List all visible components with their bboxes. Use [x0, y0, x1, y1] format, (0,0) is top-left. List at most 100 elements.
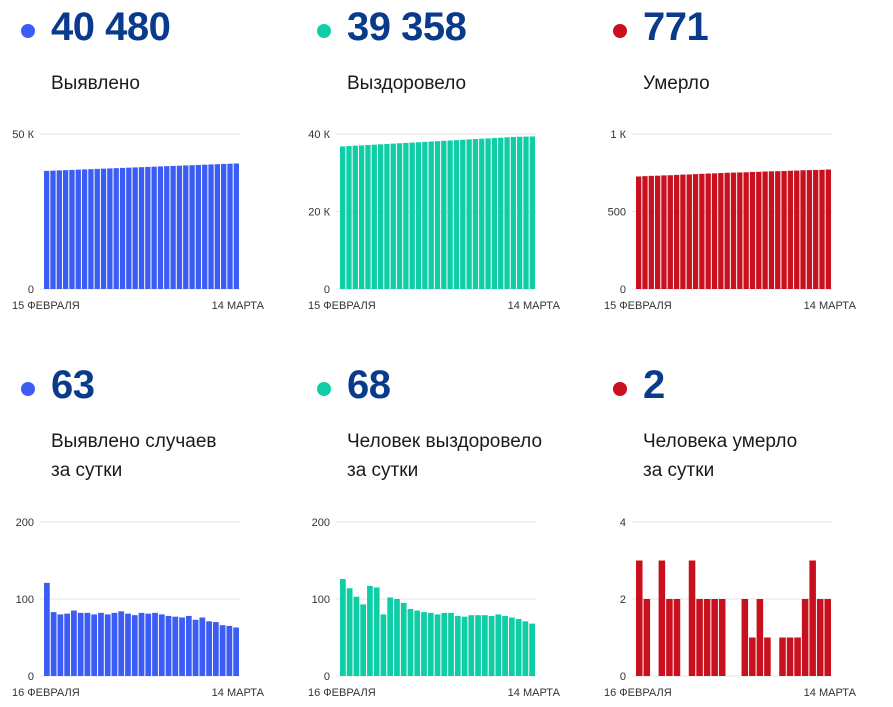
stat-label-line2: за сутки	[347, 460, 419, 481]
y-tick-label: 4	[620, 517, 626, 529]
bar	[138, 167, 145, 289]
bar	[400, 602, 407, 676]
y-tick-label: 2	[620, 594, 626, 606]
y-tick-label: 0	[620, 671, 626, 683]
bar	[749, 637, 756, 676]
stat-number: 2	[643, 363, 665, 407]
bar	[642, 176, 648, 289]
bar	[195, 164, 202, 289]
bar	[673, 599, 681, 676]
bar	[667, 175, 673, 289]
bar	[206, 621, 212, 676]
bar	[523, 136, 529, 289]
bar	[504, 137, 510, 289]
bar	[718, 599, 726, 676]
stat-label: Умерло	[643, 73, 710, 94]
y-tick-label: 20 К	[308, 207, 330, 219]
bar	[703, 599, 711, 676]
bar	[208, 164, 214, 289]
bar	[64, 613, 71, 676]
bar	[170, 165, 176, 289]
bar	[786, 637, 794, 676]
bar	[233, 627, 239, 676]
bar	[151, 166, 157, 289]
bar	[113, 168, 119, 289]
x-end-label: 14 МАРТА	[508, 300, 561, 312]
bar	[427, 612, 434, 676]
bar	[768, 171, 775, 289]
bar	[50, 612, 57, 676]
x-end-label: 14 МАРТА	[508, 687, 561, 699]
y-tick-label: 40 К	[308, 129, 330, 141]
stat-number: 39 358	[347, 5, 467, 49]
x-start-label: 15 ФЕВРАЛЯ	[12, 300, 80, 312]
bar	[743, 172, 749, 289]
bar	[371, 144, 377, 289]
bar	[711, 599, 718, 676]
bar	[517, 136, 523, 289]
bar	[475, 615, 481, 676]
bar	[643, 599, 651, 676]
panel-confirmed-total: 40 480 Выявлено 0 50 К 15 ФЕВРАЛЯ 14 МАРТА	[0, 0, 270, 330]
bar	[468, 615, 475, 676]
bar	[164, 166, 170, 289]
bar	[179, 617, 185, 676]
x-start-label: 15 ФЕВРАЛЯ	[308, 300, 376, 312]
stat-header: 771	[592, 0, 862, 60]
bar	[441, 612, 448, 676]
bar	[749, 171, 756, 289]
x-end-label: 14 МАРТА	[804, 687, 857, 699]
bar	[686, 174, 692, 289]
chart-confirmed-total: 0 50 К 15 ФЕВРАЛЯ 14 МАРТА	[12, 129, 265, 312]
bar	[680, 174, 686, 289]
bar	[414, 610, 421, 676]
bar	[515, 619, 522, 676]
bar	[367, 585, 373, 676]
bar	[172, 616, 179, 676]
y-tick-label: 200	[312, 517, 330, 529]
bar	[185, 615, 192, 676]
bar	[360, 604, 367, 676]
bar	[75, 169, 81, 289]
bar	[62, 170, 69, 289]
bar	[711, 173, 718, 289]
bar	[44, 170, 50, 289]
bar	[192, 619, 199, 676]
bar	[44, 582, 50, 676]
bar	[453, 140, 460, 289]
bar	[779, 637, 786, 676]
bar	[809, 560, 816, 676]
bar	[199, 617, 206, 676]
bar	[801, 599, 809, 676]
bar	[409, 142, 415, 289]
bar	[510, 136, 517, 289]
bar	[183, 165, 189, 289]
stat-header: 2	[592, 358, 862, 418]
bar	[696, 599, 703, 676]
bar	[825, 169, 831, 289]
bar	[781, 171, 787, 289]
bar	[227, 163, 233, 289]
bar	[824, 599, 831, 676]
bar	[756, 599, 764, 676]
bar	[737, 172, 743, 289]
y-tick-label: 0	[324, 671, 330, 683]
stat-number: 40 480	[51, 5, 171, 49]
bar	[522, 621, 529, 676]
panel-deaths-daily: 2 Человека умерло за сутки 0 2 4 16 ФЕВРАЛЯ…	[592, 358, 862, 707]
x-end-label: 14 МАРТА	[212, 687, 265, 699]
panel-recovered-total: 39 358 Выздоровело 0 20 К 40 К 15 ФЕВРАЛЯ 14…	[296, 0, 566, 330]
bar	[380, 614, 387, 676]
bar	[81, 169, 88, 289]
bar	[461, 616, 468, 676]
bar	[529, 623, 535, 676]
bar	[176, 165, 183, 289]
bar	[648, 175, 654, 289]
bar	[84, 612, 91, 676]
bar	[340, 146, 346, 289]
bar	[131, 615, 138, 676]
bar	[50, 170, 56, 289]
y-tick-label: 0	[28, 284, 34, 296]
bar	[441, 140, 447, 289]
bar	[688, 560, 696, 676]
